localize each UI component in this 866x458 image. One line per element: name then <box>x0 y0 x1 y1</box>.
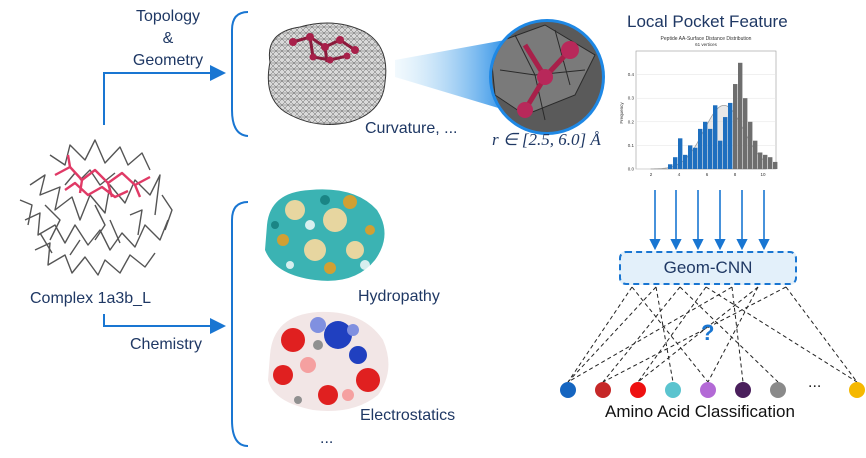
histogram-bar-gray <box>753 140 758 169</box>
local-pocket-title: Local Pocket Feature <box>627 12 788 31</box>
histogram-bar-blue <box>723 117 728 169</box>
histogram-xtick: 8 <box>734 172 737 177</box>
histogram-bar-blue <box>693 147 698 169</box>
network-connection <box>567 286 633 383</box>
histogram-xtick: 4 <box>678 172 681 177</box>
amino-acid-node <box>630 382 646 398</box>
histogram-ytick: 0.2 <box>628 119 635 124</box>
electrostatics-label: Electrostatics <box>360 407 456 424</box>
electrostatics-surface-image <box>268 311 389 411</box>
mesh-surface-image <box>267 22 387 125</box>
histogram-bar-gray <box>773 161 778 169</box>
network-connection <box>602 286 681 383</box>
network-connection <box>679 286 779 383</box>
histogram-subtitle: 61 vertices <box>695 42 718 47</box>
geom-cnn-box <box>619 251 797 285</box>
histogram-bar-gray <box>743 98 748 169</box>
complex-label: Complex 1a3b_L <box>30 290 151 307</box>
histogram-title: Peptide AA-Surface Distance Distribution <box>661 36 752 42</box>
histogram-xtick: 2 <box>650 172 653 177</box>
histogram-bar-blue <box>688 145 693 169</box>
histogram-bar-gray <box>763 154 768 169</box>
network-connection <box>567 286 657 383</box>
network-connection <box>637 286 759 383</box>
question-mark: ? <box>701 320 715 345</box>
histogram-bar-blue <box>713 105 718 169</box>
geometry-brace <box>231 11 249 137</box>
amino-acid-node <box>665 382 681 398</box>
curvature-label: Curvature, ... <box>365 120 458 137</box>
network-connection <box>785 286 858 383</box>
more-features-ellipsis: ... <box>320 430 334 447</box>
network-connection <box>731 286 744 383</box>
histogram-bar-blue <box>678 138 683 169</box>
radius-range-label: r ∈ [2.5, 6.0] Å <box>492 130 601 149</box>
arrow-to-chemistry <box>103 314 226 334</box>
amp-label: & <box>162 30 174 47</box>
histogram-xtick: 6 <box>706 172 709 177</box>
arrow-to-geometry <box>103 65 226 125</box>
amino-acid-node <box>700 382 716 398</box>
amino-acid-node <box>849 382 865 398</box>
histogram-bar-blue <box>728 102 733 169</box>
histogram-ytick: 0.4 <box>628 72 635 77</box>
histogram-bar-gray <box>758 152 763 169</box>
amino-acid-node <box>770 382 786 398</box>
geometry-label: Geometry <box>132 52 204 69</box>
complex-structure-image <box>19 139 173 276</box>
histogram-bar-blue <box>718 140 723 169</box>
bound-peptide <box>54 154 151 199</box>
histogram-bar-blue <box>673 157 678 169</box>
network-connection <box>602 286 787 383</box>
histogram-ytick: 0.3 <box>628 96 635 101</box>
protein-backbone <box>19 139 173 276</box>
amino-acid-ellipsis: ... <box>808 374 822 391</box>
chemistry-brace <box>231 201 249 447</box>
hydropathy-label: Hydropathy <box>358 288 440 305</box>
histogram-xtick: 10 <box>760 172 766 177</box>
network-connection <box>567 286 733 383</box>
histogram-ylabel: Frequency <box>619 102 624 124</box>
histogram-bar-blue <box>668 164 673 169</box>
network-connection <box>707 286 759 383</box>
network-connection <box>705 286 858 383</box>
network-connection <box>637 286 707 383</box>
network-connection <box>631 286 709 383</box>
amino-acid-node <box>735 382 751 398</box>
histogram-bar-gray <box>733 84 738 169</box>
geom-cnn-label: Geom-CNN <box>663 258 753 277</box>
histogram-bar-gray <box>768 157 773 169</box>
topology-label: Topology <box>135 8 201 25</box>
hydropathy-surface-image <box>265 189 385 281</box>
histogram-ytick: 0.0 <box>628 167 635 172</box>
distance-histogram: Peptide AA-Surface Distance Distribution… <box>616 33 786 183</box>
histogram-bar-blue <box>703 121 708 169</box>
histogram-bar-gray <box>748 121 753 169</box>
network-connection <box>655 286 674 383</box>
histogram-bar-blue <box>683 154 688 169</box>
amino-acid-classification-label: Amino Acid Classification <box>605 402 795 421</box>
amino-acid-node <box>560 382 576 398</box>
amino-acid-node <box>595 382 611 398</box>
histogram-bar-blue <box>708 128 713 169</box>
chemistry-label: Chemistry <box>130 336 203 353</box>
zoom-inset <box>395 19 605 135</box>
histogram-bar-blue <box>698 128 703 169</box>
histogram-bar-gray <box>738 62 743 169</box>
histogram-ytick: 0.1 <box>628 143 635 148</box>
